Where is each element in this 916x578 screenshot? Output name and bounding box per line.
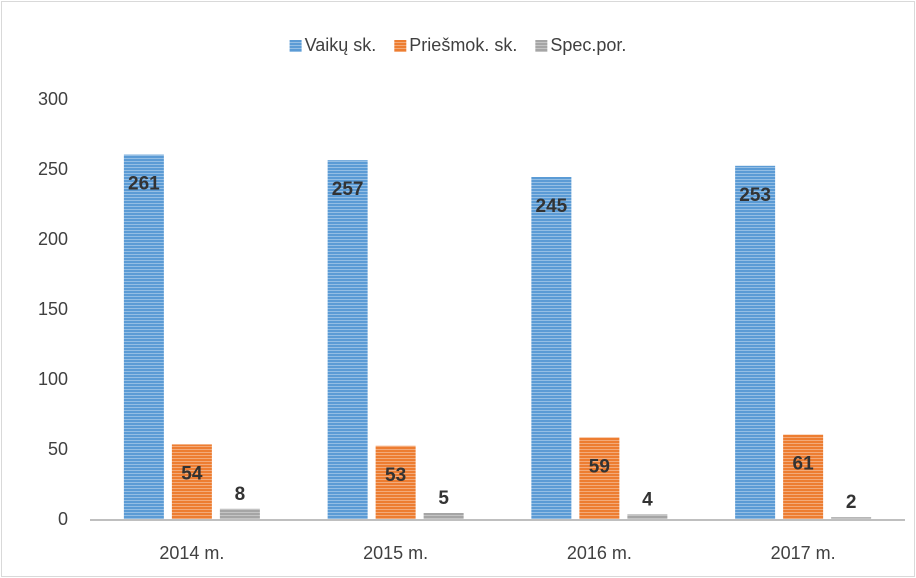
bar xyxy=(735,165,776,521)
data-label: 257 xyxy=(332,179,364,200)
bar xyxy=(219,508,260,520)
y-tick-label: 150 xyxy=(38,299,68,319)
y-tick-label: 50 xyxy=(48,439,68,459)
legend-swatch xyxy=(394,40,407,52)
data-label: 61 xyxy=(793,454,815,475)
data-label: 253 xyxy=(739,185,771,206)
data-label: 2 xyxy=(846,492,857,513)
data-label: 245 xyxy=(536,196,568,217)
x-tick-label: 2014 m. xyxy=(159,543,224,563)
y-tick-label: 300 xyxy=(38,89,68,109)
legend-swatch xyxy=(535,40,548,52)
y-tick-label: 0 xyxy=(58,509,68,529)
legend-swatch xyxy=(289,40,302,52)
bar xyxy=(831,517,872,520)
y-tick-label: 250 xyxy=(38,159,68,179)
bar xyxy=(579,437,620,520)
data-label: 53 xyxy=(385,465,406,486)
x-tick-label: 2017 m. xyxy=(771,543,836,563)
bar xyxy=(327,160,368,520)
bar xyxy=(123,154,164,520)
y-tick-label: 100 xyxy=(38,369,68,389)
bar xyxy=(783,434,824,520)
data-label: 54 xyxy=(181,463,203,484)
y-tick-label: 200 xyxy=(38,229,68,249)
bar xyxy=(531,177,572,520)
x-tick-label: 2016 m. xyxy=(567,543,632,563)
bar xyxy=(423,513,464,520)
x-tick-label: 2015 m. xyxy=(363,543,428,563)
legend-label: Priešmok. sk. xyxy=(409,35,517,55)
data-label: 4 xyxy=(642,489,653,510)
data-label: 261 xyxy=(128,174,160,195)
bar xyxy=(171,444,212,520)
bar xyxy=(375,445,416,520)
data-label: 5 xyxy=(438,488,449,509)
data-label: 8 xyxy=(235,484,246,505)
data-label: 59 xyxy=(589,456,610,477)
legend-label: Vaikų sk. xyxy=(305,35,377,55)
bar xyxy=(627,514,668,520)
legend: Vaikų sk. Priešmok. sk. Spec.por. xyxy=(289,35,626,55)
legend-label: Spec.por. xyxy=(550,35,626,55)
